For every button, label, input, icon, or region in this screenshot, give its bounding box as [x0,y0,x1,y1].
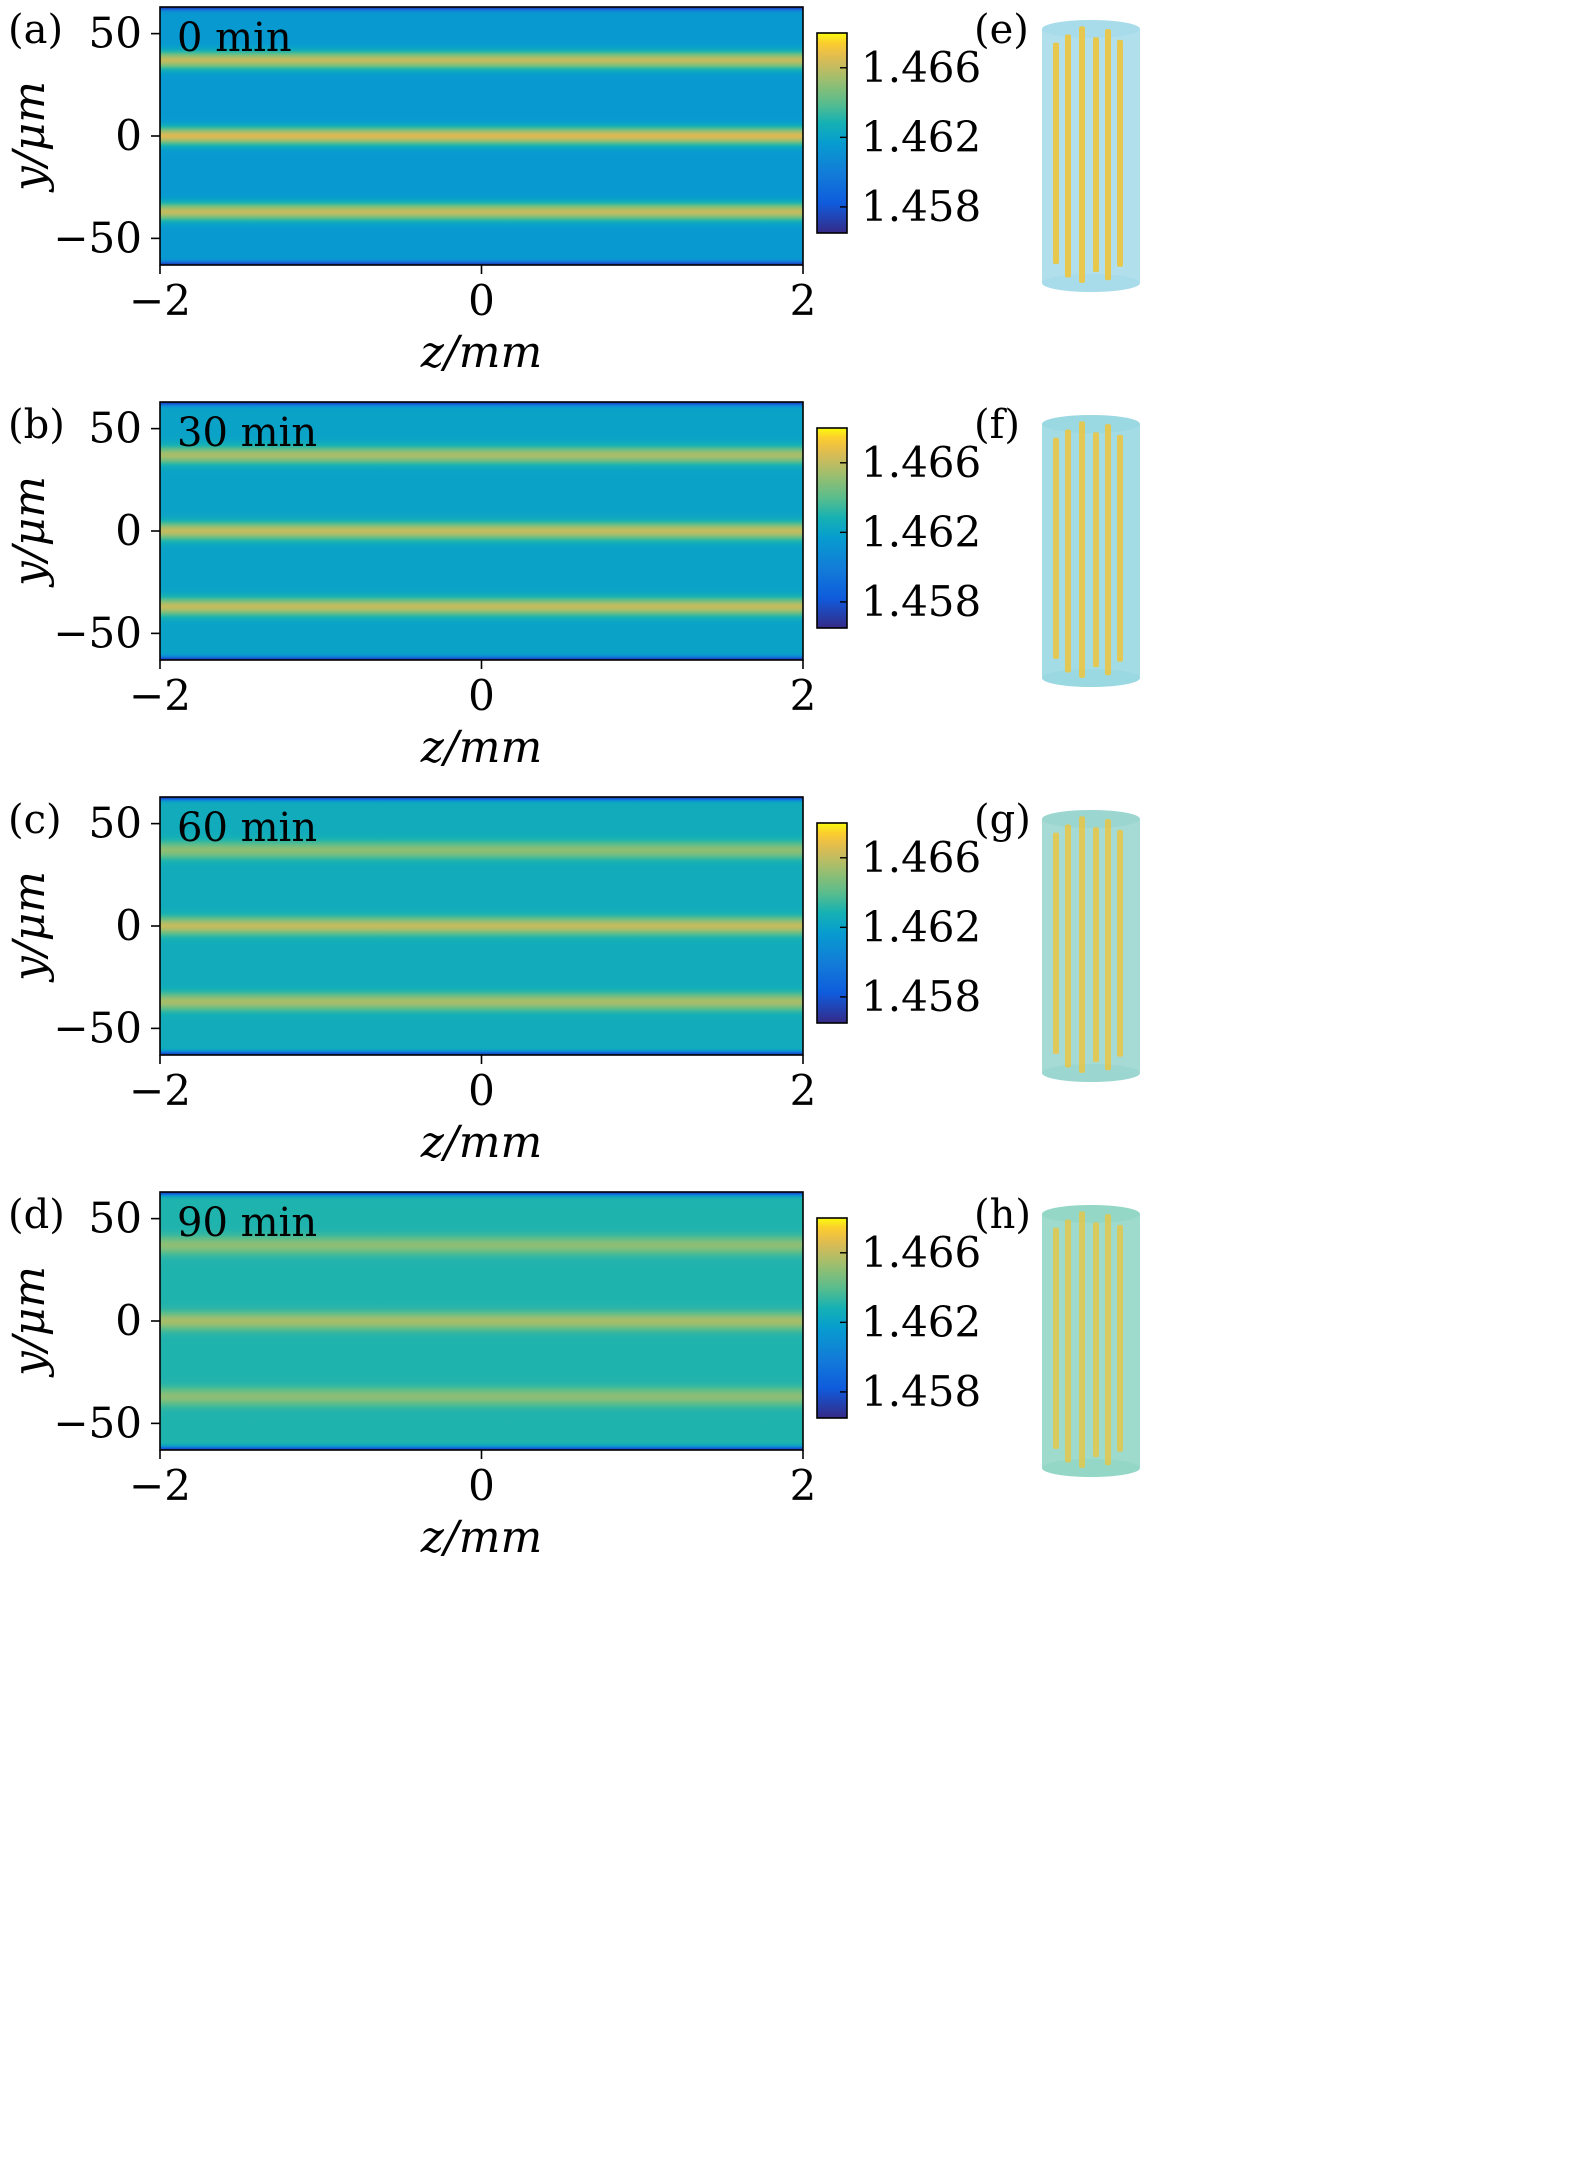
y-tick-label: 50 [89,799,142,848]
waveguide-line-3 [160,210,803,214]
panel-tag: (b) [8,402,65,448]
x-tick-label: 0 [468,276,495,325]
x-axis-label: z/mm [420,327,542,378]
colorbar [816,32,848,234]
y-tick-label: 0 [115,1296,142,1345]
time-label: 0 min [177,15,292,61]
x-axis-label: z/mm [420,1117,542,1168]
time-label: 90 min [177,1200,317,1246]
panel-tag: (f) [974,402,1020,448]
x-tick-label: 0 [468,671,495,720]
colorbar-tick-label: 1.466 [861,438,981,487]
time-label: 60 min [177,805,317,851]
colorbar-tick-label: 1.466 [861,833,981,882]
panel-d: −2 0 2 50 0 −50 z/mm y/μm (d) 90 min 1.466 1.462 1.4… [4,1191,981,1563]
waveguide-line-3 [160,1000,803,1004]
cylinder-waveguide-3d-icon [1042,1205,1140,1477]
time-label: 30 min [177,410,317,456]
waveguide-line-3 [160,605,803,609]
rendering-e: (e) [974,7,1140,292]
x-axis-label: z/mm [420,1512,542,1563]
waveguide-line-2 [160,134,803,138]
y-tick-label: −50 [53,1398,142,1447]
rendering-g: (g) [974,797,1140,1082]
cylinder-waveguide-3d-icon [1042,20,1140,292]
panel-tag: (h) [974,1192,1031,1238]
colorbar [816,1217,848,1419]
colorbar-tick-label: 1.462 [861,902,981,951]
x-tick-label: 0 [468,1461,495,1510]
panel-tag: (e) [974,7,1029,53]
y-axis-label: y/μm [4,476,55,588]
y-tick-label: 0 [115,111,142,160]
cylinder-waveguide-3d-icon [1042,415,1140,687]
colorbar-tick-label: 1.462 [861,112,981,161]
waveguide-line-1 [160,453,803,457]
waveguide-line-1 [160,58,803,62]
x-tick-label: 2 [790,276,817,325]
y-axis-label: y/μm [4,871,55,983]
x-tick-label: −2 [129,1066,191,1115]
y-tick-label: −50 [53,213,142,262]
y-tick-label: 0 [115,506,142,555]
colorbar-tick-label: 1.458 [861,1367,981,1416]
waveguide-line-3 [160,1395,803,1399]
colorbar [816,427,848,629]
x-tick-label: 2 [790,1461,817,1510]
y-tick-label: 50 [89,404,142,453]
panel-c: −2 0 2 50 0 −50 z/mm y/μm (c) 60 min 1.466 1.462 1.4… [4,796,981,1168]
colorbar-tick-label: 1.466 [861,1228,981,1277]
waveguide-line-1 [160,848,803,852]
x-tick-label: 2 [790,1066,817,1115]
panel-a: −2 0 2 50 0 −50 z/mm y/μm (a) 0 min 1.466 1.462 1.45… [4,6,981,378]
colorbar-tick-label: 1.458 [861,972,981,1021]
x-tick-label: −2 [129,276,191,325]
y-axis-label: y/μm [4,1266,55,1378]
x-tick-label: −2 [129,1461,191,1510]
colorbar-tick-label: 1.462 [861,507,981,556]
x-tick-label: −2 [129,671,191,720]
rendering-h: (h) [974,1192,1140,1477]
panel-tag: (d) [8,1192,65,1238]
colorbar [816,822,848,1024]
colorbar-tick-label: 1.458 [861,577,981,626]
x-tick-label: 2 [790,671,817,720]
panel-tag: (c) [8,797,62,843]
y-tick-label: 0 [115,901,142,950]
waveguide-line-1 [160,1243,803,1247]
y-axis-label: y/μm [4,81,55,193]
panel-b: −2 0 2 50 0 −50 z/mm y/μm (b) 30 min 1.466 1.462 1.4… [4,401,981,773]
y-tick-label: 50 [89,9,142,58]
y-tick-label: 50 [89,1194,142,1243]
y-tick-label: −50 [53,608,142,657]
colorbar-tick-label: 1.462 [861,1297,981,1346]
waveguide-line-2 [160,1319,803,1323]
y-tick-label: −50 [53,1003,142,1052]
x-tick-label: 0 [468,1066,495,1115]
waveguide-line-2 [160,529,803,533]
panel-tag: (g) [974,797,1031,843]
panel-tag: (a) [8,7,63,53]
waveguide-line-2 [160,924,803,928]
colorbar-tick-label: 1.458 [861,182,981,231]
x-axis-label: z/mm [420,722,542,773]
colorbar-tick-label: 1.466 [861,43,981,92]
cylinder-waveguide-3d-icon [1042,810,1140,1082]
rendering-f: (f) [974,402,1140,687]
